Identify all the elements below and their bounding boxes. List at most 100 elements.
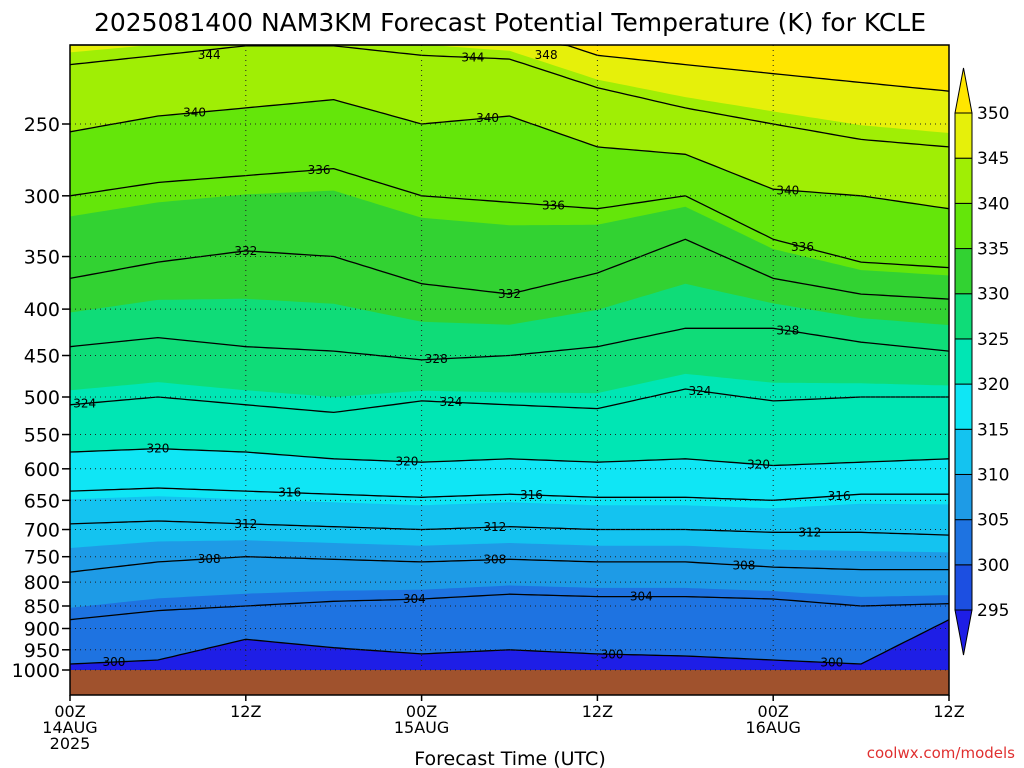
ground-surface bbox=[70, 670, 949, 695]
y-tick-label-1000: 1000 bbox=[12, 660, 60, 682]
contour-label-320-17: 320 bbox=[395, 455, 418, 469]
contour-label-308-27: 308 bbox=[732, 558, 755, 572]
contour-label-340-5: 340 bbox=[776, 183, 799, 197]
contour-label-316-19: 316 bbox=[278, 486, 301, 500]
colorbar-lower-arrow bbox=[954, 609, 973, 656]
contour-line-308 bbox=[69, 556, 949, 573]
contour-label-300-30: 300 bbox=[102, 655, 125, 669]
x-tick-label-12-0: 12Z bbox=[230, 702, 261, 721]
y-tick-label-650: 650 bbox=[24, 490, 60, 512]
colorbar-label-325: 325 bbox=[977, 330, 1009, 350]
y-tick-label-750: 750 bbox=[24, 547, 60, 569]
contour-label-300-31: 300 bbox=[601, 647, 624, 661]
colorbar-label-320: 320 bbox=[977, 375, 1009, 395]
x-tick-label-60-0: 12Z bbox=[933, 702, 964, 721]
contour-label-316-20: 316 bbox=[520, 488, 543, 502]
contour-label-312-22: 312 bbox=[234, 517, 257, 531]
contour-label-320-16: 320 bbox=[146, 442, 169, 456]
contour-label-344-0: 344 bbox=[198, 48, 221, 62]
colorbar-segment-335 bbox=[954, 202, 973, 250]
contour-label-340-4: 340 bbox=[476, 111, 499, 125]
x-axis-label: Forecast Time (UTC) bbox=[414, 748, 605, 768]
contour-label-312-24: 312 bbox=[798, 525, 821, 539]
colorbar: 295 300 305 310 315 320 325 330 335 340 345 350 bbox=[954, 67, 1009, 656]
contour-label-328-12: 328 bbox=[776, 324, 799, 338]
contour-line-320 bbox=[69, 447, 950, 467]
credit-text: coolwx.com/models bbox=[867, 744, 1015, 762]
chart-title: 2025081400 NAM3KM Forecast Potential Tem… bbox=[94, 8, 926, 37]
contour-label-332-9: 332 bbox=[234, 244, 257, 258]
colorbar-segment-320 bbox=[954, 338, 973, 385]
colorbar-label-350: 350 bbox=[977, 104, 1009, 124]
contour-label-316-21: 316 bbox=[828, 489, 851, 503]
axes-layer: 2503003504004505005506006507007508008509… bbox=[12, 44, 965, 753]
y-tick-label-500: 500 bbox=[24, 387, 60, 409]
contour-label-324-13: 324 bbox=[73, 396, 96, 410]
x-tick-label-0-0: 00Z bbox=[54, 702, 85, 721]
contour-label-320-18: 320 bbox=[747, 457, 770, 471]
x-tick-label-24-1: 15AUG bbox=[394, 718, 449, 737]
contour-line-316 bbox=[69, 487, 949, 501]
x-tick-label-48-0: 00Z bbox=[758, 702, 789, 721]
contour-line-300 bbox=[69, 619, 950, 665]
colorbar-segment-345 bbox=[954, 112, 973, 159]
y-tick-label-850: 850 bbox=[24, 596, 60, 618]
contour-label-332-10: 332 bbox=[498, 287, 521, 301]
y-tick-label-250: 250 bbox=[24, 114, 60, 136]
contour-line-344 bbox=[69, 45, 950, 148]
colorbar-label-300: 300 bbox=[977, 556, 1009, 576]
colorbar-segment-315 bbox=[954, 383, 973, 430]
contour-line-304 bbox=[69, 593, 950, 621]
colorbar-label-340: 340 bbox=[977, 194, 1009, 214]
colorbar-label-315: 315 bbox=[977, 420, 1009, 440]
contour-label-348-2: 348 bbox=[535, 48, 558, 62]
colorbar-upper-arrow bbox=[954, 67, 973, 114]
contour-line-336 bbox=[69, 167, 950, 269]
colorbar-segment-340 bbox=[954, 157, 973, 204]
contour-label-344-1: 344 bbox=[461, 51, 484, 65]
contour-line-328 bbox=[69, 327, 950, 361]
colorbar-segment-310 bbox=[954, 428, 973, 475]
x-tick-label-24-0: 00Z bbox=[406, 702, 437, 721]
contour-label-336-8: 336 bbox=[791, 240, 814, 254]
contour-label-336-6: 336 bbox=[308, 163, 331, 177]
colorbar-segment-330 bbox=[954, 248, 973, 295]
colorbar-label-335: 335 bbox=[977, 240, 1009, 260]
y-tick-label-350: 350 bbox=[24, 247, 60, 269]
contour-line-layer bbox=[69, 44, 950, 665]
y-tick-label-300: 300 bbox=[24, 186, 60, 208]
y-tick-label-900: 900 bbox=[24, 619, 60, 641]
contour-label-324-14: 324 bbox=[439, 395, 462, 409]
contour-line-312 bbox=[69, 520, 950, 536]
contour-fill-layer bbox=[70, 45, 949, 695]
colorbar-label-305: 305 bbox=[977, 511, 1009, 531]
contour-label-layer: 344 344 348 340 340 340 336 336 336 332 332 328 328 3… bbox=[73, 48, 850, 670]
x-tick-label-0-1: 14AUG bbox=[42, 718, 97, 737]
colorbar-label-295: 295 bbox=[977, 601, 1009, 621]
colorbar-segment-300 bbox=[954, 519, 973, 566]
y-tick-label-450: 450 bbox=[24, 346, 60, 368]
contour-label-304-29: 304 bbox=[630, 590, 653, 604]
y-tick-label-600: 600 bbox=[24, 459, 60, 481]
y-tick-label-700: 700 bbox=[24, 520, 60, 542]
contour-label-328-11: 328 bbox=[425, 352, 448, 366]
x-tick-label-0-2: 2025 bbox=[50, 734, 91, 753]
contour-line-332 bbox=[69, 238, 950, 300]
fill-band-296 bbox=[70, 619, 949, 670]
x-tick-label-36-0: 12Z bbox=[582, 702, 613, 721]
contour-label-300-32: 300 bbox=[820, 656, 843, 670]
colorbar-segment-305 bbox=[954, 473, 973, 521]
colorbar-segment-295 bbox=[954, 564, 973, 611]
plot-frame bbox=[69, 44, 950, 696]
y-tick-label-400: 400 bbox=[24, 299, 60, 321]
contour-label-312-23: 312 bbox=[483, 520, 506, 534]
contour-line-340 bbox=[69, 98, 950, 210]
x-tick-label-48-1: 16AUG bbox=[745, 718, 800, 737]
contour-label-336-7: 336 bbox=[542, 199, 565, 213]
y-tick-label-950: 950 bbox=[24, 640, 60, 662]
contour-line-324 bbox=[69, 388, 949, 414]
contour-label-304-28: 304 bbox=[403, 592, 426, 606]
contour-label-324-15: 324 bbox=[688, 384, 711, 398]
y-tick-label-800: 800 bbox=[24, 572, 60, 594]
